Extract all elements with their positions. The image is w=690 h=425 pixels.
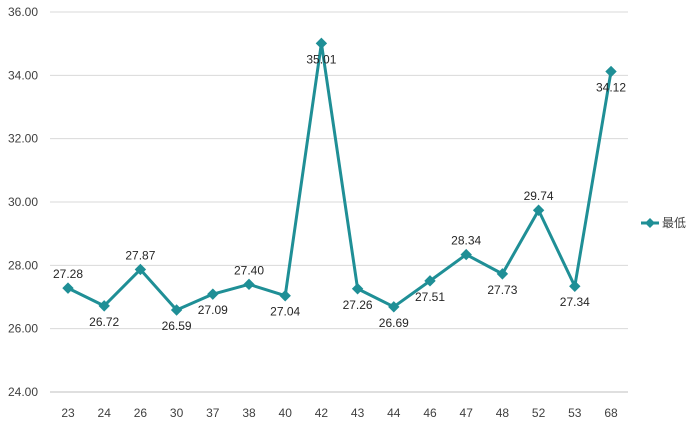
data-label: 28.34 — [451, 234, 481, 248]
data-point — [279, 290, 291, 302]
y-tick-label: 34.00 — [8, 68, 38, 82]
x-tick-label: 53 — [568, 406, 582, 420]
data-label: 27.04 — [270, 305, 300, 319]
data-point — [424, 275, 436, 287]
gridlines — [50, 11, 628, 393]
data-label: 26.72 — [89, 315, 119, 329]
legend: 最低 — [641, 216, 686, 230]
data-point — [98, 300, 110, 312]
data-label: 27.40 — [234, 263, 264, 277]
y-tick-label: 32.00 — [8, 132, 38, 146]
data-label: 35.01 — [306, 52, 336, 66]
data-labels: 27.28 26.72 27.87 26.59 27.09 27.40 27.04 35.01… — [53, 52, 626, 333]
x-tick-label: 40 — [279, 406, 293, 420]
x-tick-label: 30 — [170, 406, 184, 420]
legend-diamond-icon — [645, 218, 655, 228]
y-axis-tick-labels: 24.00 26.00 28.00 30.00 32.00 34.00 36.00 — [8, 5, 38, 399]
x-tick-label: 26 — [134, 406, 148, 420]
data-label: 26.59 — [162, 319, 192, 333]
data-point — [569, 280, 581, 292]
data-label: 26.69 — [379, 316, 409, 330]
data-point — [62, 282, 74, 294]
x-tick-label: 52 — [532, 406, 546, 420]
x-tick-label: 43 — [351, 406, 365, 420]
x-tick-label: 38 — [242, 406, 256, 420]
data-label: 27.34 — [560, 295, 590, 309]
y-tick-label: 24.00 — [8, 385, 38, 399]
x-tick-label: 24 — [98, 406, 112, 420]
data-point — [351, 283, 364, 295]
y-tick-label: 36.00 — [8, 5, 38, 19]
x-tick-label: 68 — [604, 406, 618, 420]
x-axis-tick-labels: 23 24 26 30 37 38 40 42 43 44 46 47 48 52 53 68 — [61, 406, 618, 420]
series-markers — [62, 37, 617, 316]
x-tick-label: 42 — [315, 406, 329, 420]
x-tick-label: 47 — [460, 406, 474, 420]
data-label: 27.73 — [487, 283, 517, 297]
y-tick-label: 26.00 — [8, 322, 38, 336]
series-lines — [67, 41, 613, 312]
data-label: 34.12 — [596, 81, 626, 95]
y-tick-label: 28.00 — [8, 258, 38, 272]
data-point — [134, 263, 147, 276]
x-tick-label: 44 — [387, 406, 401, 420]
data-label: 27.87 — [125, 248, 155, 262]
data-point — [170, 304, 183, 316]
x-tick-label: 37 — [206, 406, 220, 420]
data-point — [315, 37, 328, 50]
data-point — [243, 278, 255, 291]
data-label: 27.09 — [198, 303, 228, 317]
data-point — [460, 248, 472, 261]
x-tick-label: 23 — [61, 406, 75, 420]
data-point — [532, 204, 545, 216]
y-tick-label: 30.00 — [8, 195, 38, 209]
legend-series-label: 最低 — [662, 216, 686, 230]
data-label: 27.28 — [53, 267, 83, 281]
x-tick-label: 46 — [423, 406, 437, 420]
data-label: 29.74 — [524, 189, 554, 203]
data-point — [496, 268, 509, 280]
data-label: 27.51 — [415, 290, 445, 304]
data-point — [605, 65, 617, 78]
data-point — [207, 288, 219, 300]
x-tick-label: 48 — [496, 406, 510, 420]
data-point — [388, 301, 400, 313]
series-line — [67, 41, 613, 312]
data-label: 27.26 — [343, 298, 373, 312]
